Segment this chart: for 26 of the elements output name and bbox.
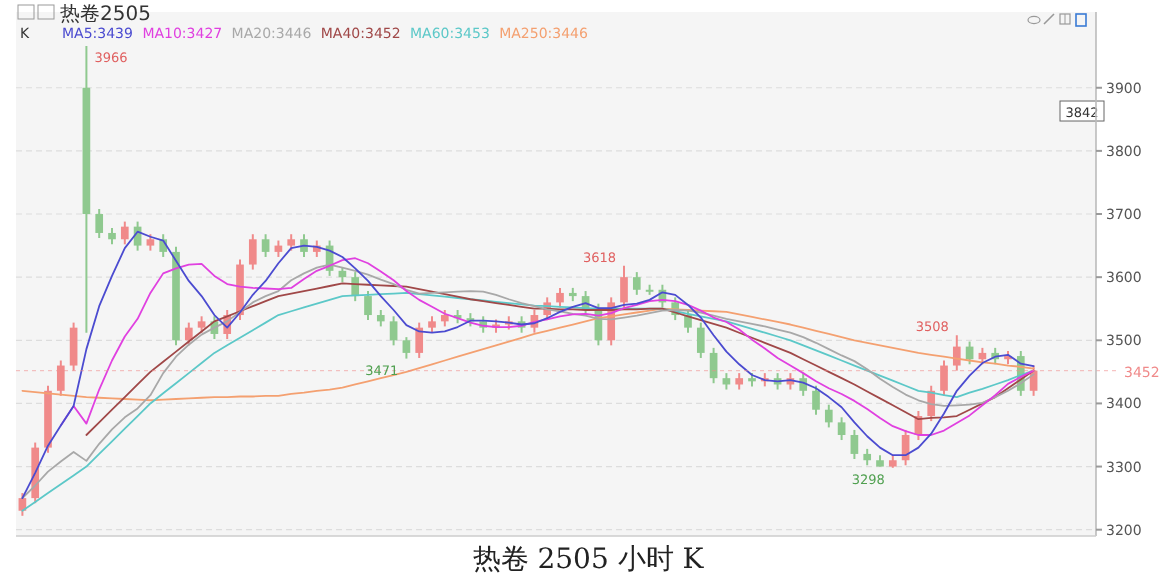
candlestick (56, 359, 65, 397)
candlestick (248, 233, 257, 271)
candlestick (952, 334, 961, 372)
text: 热卷 2505 小时 K (472, 544, 705, 576)
candlestick (824, 403, 833, 429)
candlestick (696, 321, 705, 359)
candlestick (837, 416, 846, 442)
candlestick (364, 290, 372, 322)
candlestick (402, 336, 411, 360)
candlestick (620, 264, 628, 309)
candlestick (632, 271, 641, 296)
candlestick (709, 346, 718, 385)
chart-subtitle: 热卷2505 (60, 2, 151, 26)
candlestick (261, 233, 270, 258)
candlestick (120, 220, 129, 246)
candlestick (812, 384, 820, 416)
candlestick (69, 321, 78, 372)
candlestick (184, 321, 193, 347)
candlestick (95, 207, 104, 240)
candlestick (415, 321, 424, 359)
candlestick (799, 372, 808, 397)
candlestick (556, 286, 564, 309)
candlestick (850, 428, 859, 460)
candlestick (684, 308, 692, 334)
candlestick (389, 315, 398, 347)
candlestick (940, 359, 948, 397)
